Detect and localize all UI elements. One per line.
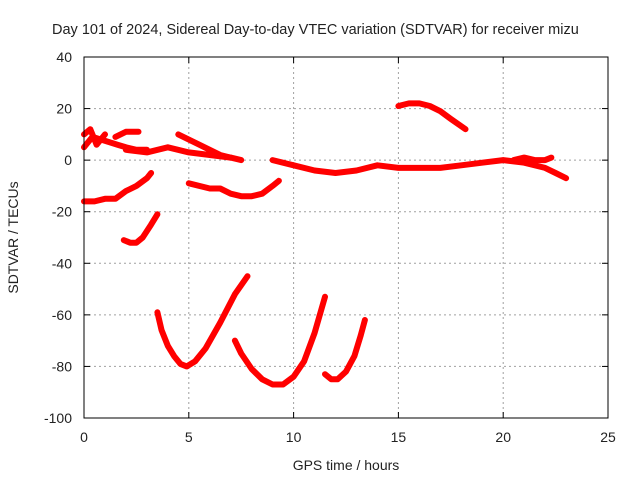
y-tick-label: -80 <box>52 358 72 374</box>
plot-frame <box>83 56 609 419</box>
series-line-arc-6 <box>81 170 155 205</box>
x-tick-label: 0 <box>80 429 88 445</box>
x-tick-label: 10 <box>286 429 302 445</box>
y-tick-label: 0 <box>64 152 72 168</box>
series-line-arc-7 <box>120 211 161 246</box>
x-tick-label: 5 <box>185 429 193 445</box>
series-line-arc-12 <box>269 157 570 182</box>
y-tick-label: 20 <box>56 101 72 117</box>
x-tick-label: 20 <box>495 429 511 445</box>
series-line-arc-10 <box>231 293 328 388</box>
series-line-arc-8 <box>185 177 282 200</box>
gridlines <box>84 57 608 418</box>
y-tick-label: 40 <box>56 49 72 65</box>
series-line-arc-14 <box>395 100 469 133</box>
series-line-arc-13 <box>510 154 555 164</box>
axes: 0 5 10 15 20 25 -100 -80 -60 -40 -20 0 20 40 <box>44 49 616 445</box>
series-line-arc-11 <box>322 317 368 383</box>
data-series <box>81 100 570 388</box>
series-line-arc-3 <box>112 128 142 140</box>
y-tick-label: -100 <box>44 410 72 426</box>
series-line-arc-2 <box>81 126 108 148</box>
series-line-arc-5 <box>175 131 234 161</box>
y-tick-label: -40 <box>52 255 72 271</box>
x-tick-label: 15 <box>391 429 407 445</box>
y-tick-label: -20 <box>52 204 72 220</box>
x-tick-label: 25 <box>600 429 616 445</box>
x-axis-label: GPS time / hours <box>293 457 400 473</box>
y-axis-label: SDTVAR / TECUs <box>5 181 21 293</box>
chart-title: Day 101 of 2024, Sidereal Day-to-day VTE… <box>52 22 579 38</box>
series-line-arc-9 <box>154 273 251 370</box>
y-tick-label: -60 <box>52 307 72 323</box>
